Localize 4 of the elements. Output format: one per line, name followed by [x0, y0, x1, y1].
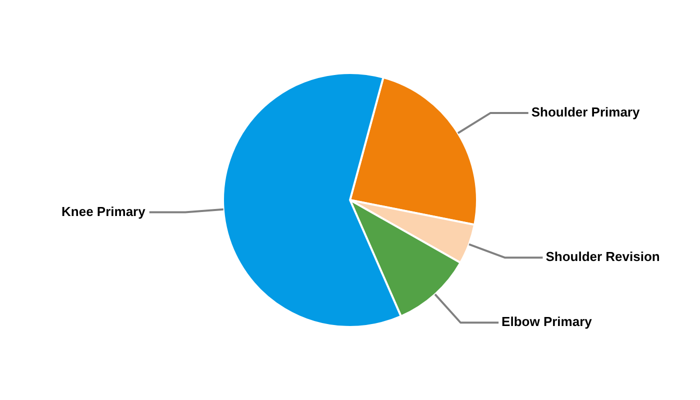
slice-label: Shoulder Revision: [546, 249, 660, 264]
slice-label: Elbow Primary: [502, 314, 593, 330]
slice-label: Shoulder Primary: [531, 104, 640, 120]
slice-label: Knee Primary: [62, 204, 146, 219]
